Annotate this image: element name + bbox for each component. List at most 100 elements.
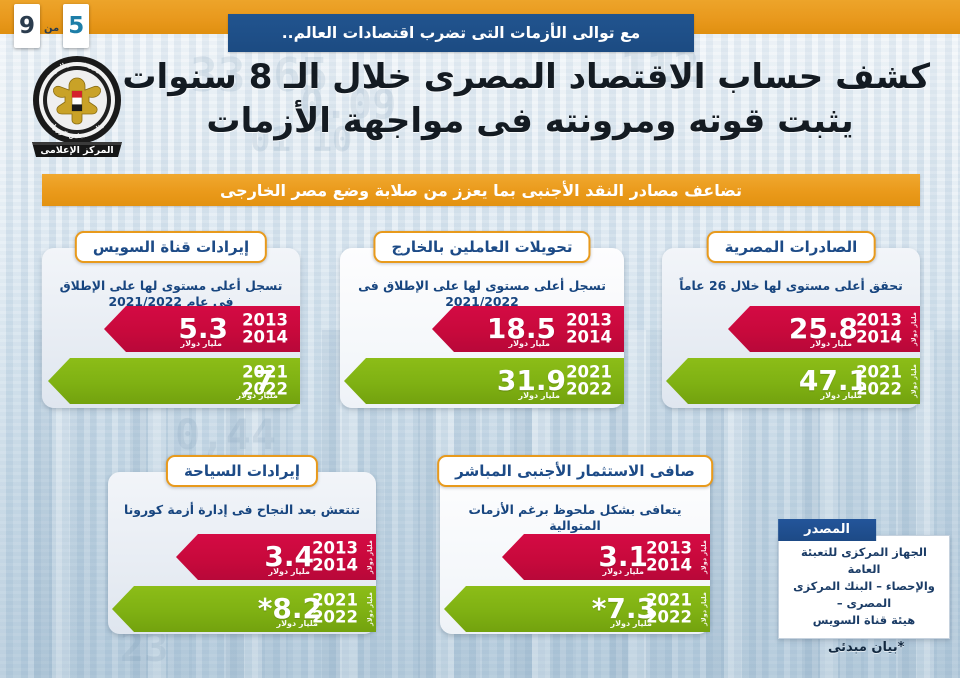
bar-row-2021-2022: *7.3 مليار دولار 2021 2022 مليار دولار — [440, 586, 710, 632]
bar-row-2013-2014: 18.5 مليار دولار 2013 2014 — [340, 306, 624, 352]
subtitle-bar: تضاعف مصادر النقد الأجنبى بما يعزز من صل… — [42, 174, 920, 206]
page-title-line-2: يثبت قوته ومرونته فى مواجهة الأزمات — [206, 100, 854, 141]
bar-vertical-label: مليار دولار — [366, 540, 374, 574]
bar-years: 2013 2014 — [856, 310, 902, 347]
source-heading: المصدر — [778, 519, 876, 541]
bar-year-top: 2013 — [646, 538, 692, 558]
card-title: تحويلات العاملين بالخارج — [391, 238, 573, 256]
bar-value: 5.3 — [178, 312, 228, 345]
bar-years: 2013 2014 — [566, 310, 612, 347]
bar-unit: مليار دولار — [508, 339, 550, 348]
bar-year-bottom: 2022 — [856, 380, 902, 399]
bar-unit: مليار دولار — [236, 391, 278, 400]
svg-text:المركز الإعلامى: المركز الإعلامى — [40, 145, 113, 156]
card-bars: 25.8 مليار دولار 2013 2014 مليار دولار 4… — [662, 306, 920, 410]
bar-year-top: 2013 — [242, 310, 288, 330]
bar-green: *7.3 مليار دولار 2021 2022 مليار دولار — [444, 586, 710, 632]
card-title: الصادرات المصرية — [724, 238, 858, 256]
bar-year-top: 2021 — [566, 362, 612, 382]
page-of-label: من — [44, 22, 60, 34]
bar-vertical-label: مليار دولار — [366, 592, 374, 626]
bar-years: 2013 2014 — [312, 538, 358, 575]
bar-year-bottom: 2014 — [566, 328, 612, 347]
card-egyptian-exports: الصادرات المصرية تحقق أعلى مستوى لها خلا… — [662, 231, 920, 410]
bar-red: 5.3 مليار دولار 2013 2014 — [104, 306, 300, 352]
card-bars: 3.1 مليار دولار 2013 2014 مليار دولار *7… — [440, 534, 710, 638]
egypt-cabinet-idsc-emblem-icon: جمهورية مصر العربية رئاسة مجلس الوزراء ا… — [22, 50, 132, 162]
bar-year-top: 2013 — [566, 310, 612, 330]
page-title: كشف حساب الاقتصاد المصرى خلال الـ 8 سنوا… — [122, 56, 930, 143]
card-bars: 5.3 مليار دولار 2013 2014 7 مليار دولار … — [42, 306, 300, 410]
card-title-badge: إيرادات السياحة — [165, 455, 319, 487]
bar-year-top: 2013 — [856, 310, 902, 330]
bar-red: 18.5 مليار دولار 2013 2014 — [432, 306, 624, 352]
bar-unit: مليار دولار — [518, 391, 560, 400]
bar-green: 7 مليار دولار 2021 2022 — [48, 358, 300, 404]
bar-value: 3.1 — [598, 540, 648, 573]
card-title: صافى الاستثمار الأجنبى المباشر — [455, 462, 695, 480]
bar-year-top: 2021 — [312, 590, 358, 610]
source-line-1: الجهاز المركزى للتعبئة العامة — [801, 545, 927, 577]
bar-row-2013-2014: 25.8 مليار دولار 2013 2014 مليار دولار — [662, 306, 920, 352]
page-total-chip: 9 — [14, 4, 40, 48]
bar-years: 2021 2022 — [566, 362, 612, 398]
card-net-foreign-direct-investment: صافى الاستثمار الأجنبى المباشر يتعافى بش… — [437, 455, 713, 634]
card-subtitle: تسجل أعلى مستوى لها على الإطلاق فى عام 2… — [59, 278, 283, 310]
page-current-chip: 5 — [63, 4, 90, 48]
bar-value: 31.9 — [496, 364, 566, 397]
bar-years: 2013 2014 — [242, 310, 288, 346]
bar-red: 25.8 مليار دولار 2013 2014 مليار دولار — [728, 306, 920, 352]
bar-green: 47.1 مليار دولار 2021 2022 مليار دولار — [666, 358, 920, 404]
bar-unit: مليار دولار — [602, 567, 644, 576]
card-title: إيرادات قناة السويس — [92, 238, 250, 256]
page-title-line-1: كشف حساب الاقتصاد المصرى خلال الـ 8 سنوا… — [122, 57, 930, 97]
card-subtitle: يتعافى بشكل ملحوظ برغم الأزمات المتوالية — [468, 502, 682, 534]
bar-value: 25.8 — [788, 312, 858, 345]
bar-vertical-label: مليار دولار — [910, 312, 918, 346]
card-tourism-revenues: إيرادات السياحة تنتعش بعد النجاح فى إدار… — [108, 455, 376, 634]
footnote: *بيان مبدئى — [828, 640, 905, 655]
card-suez-canal-revenues: إيرادات قناة السويس تسجل أعلى مستوى لها … — [42, 231, 300, 410]
card-title-badge: إيرادات قناة السويس — [74, 231, 268, 263]
bar-value: 47.1 — [798, 364, 868, 397]
bar-row-2021-2022: *8.2 مليار دولار 2021 2022 مليار دولار — [108, 586, 376, 632]
bar-unit: مليار دولار — [180, 339, 222, 348]
bar-row-2013-2014: 3.4 مليار دولار 2013 2014 مليار دولار — [108, 534, 376, 580]
bar-green: 31.9 مليار دولار 2021 2022 — [344, 358, 624, 404]
card-title: إيرادات السياحة — [183, 462, 301, 480]
card-bars: 3.4 مليار دولار 2013 2014 مليار دولار *8… — [108, 534, 376, 638]
source-line-3: هيئة قناة السويس — [812, 613, 916, 628]
bar-years: 2013 2014 — [646, 538, 692, 575]
bar-year-bottom: 2014 — [856, 328, 902, 347]
bar-year-top: 2021 — [646, 590, 692, 610]
card-title-badge: الصادرات المصرية — [706, 231, 876, 263]
card-title-badge: صافى الاستثمار الأجنبى المباشر — [437, 455, 713, 487]
bar-years: 2021 2022 — [646, 590, 692, 627]
bar-year-top: 2013 — [312, 538, 358, 558]
page-total: 9 — [18, 13, 35, 39]
page-indicator: 9 من 5 — [14, 4, 90, 48]
bar-vertical-label: مليار دولار — [910, 364, 918, 398]
bar-unit: مليار دولار — [610, 619, 652, 628]
bar-years: 2021 2022 — [312, 590, 358, 626]
bar-green: *8.2 مليار دولار 2021 2022 مليار دولار — [112, 586, 376, 632]
bar-unit: مليار دولار — [820, 391, 862, 400]
bar-years: 2021 2022 — [856, 363, 902, 399]
bar-row-2021-2022: 47.1 مليار دولار 2021 2022 مليار دولار — [662, 358, 920, 404]
card-subtitle: تنتعش بعد النجاح فى إدارة أزمة كورونا — [123, 502, 361, 517]
bar-row-2021-2022: 31.9 مليار دولار 2021 2022 — [340, 358, 624, 404]
bar-row-2013-2014: 5.3 مليار دولار 2013 2014 — [42, 306, 300, 352]
bar-unit: مليار دولار — [276, 619, 318, 628]
bar-year-bottom: 2014 — [646, 556, 692, 575]
page-current: 5 — [68, 13, 85, 39]
header-ribbon-text: مع توالى الأزمات التى تضرب اقتصادات العا… — [281, 24, 641, 42]
bar-year-bottom: 2014 — [312, 556, 358, 575]
bar-year-bottom: 2022 — [242, 380, 288, 399]
bar-vertical-label: مليار دولار — [700, 540, 708, 574]
card-subtitle: تسجل أعلى مستوى لها على الإطلاق فى 2021/… — [358, 278, 606, 310]
bar-year-bottom: 2022 — [646, 608, 692, 627]
bar-value: 18.5 — [486, 312, 556, 345]
bar-row-2013-2014: 3.1 مليار دولار 2013 2014 مليار دولار — [440, 534, 710, 580]
bar-row-2021-2022: 7 مليار دولار 2021 2022 — [42, 358, 300, 404]
bar-red: 3.1 مليار دولار 2013 2014 مليار دولار — [502, 534, 710, 580]
